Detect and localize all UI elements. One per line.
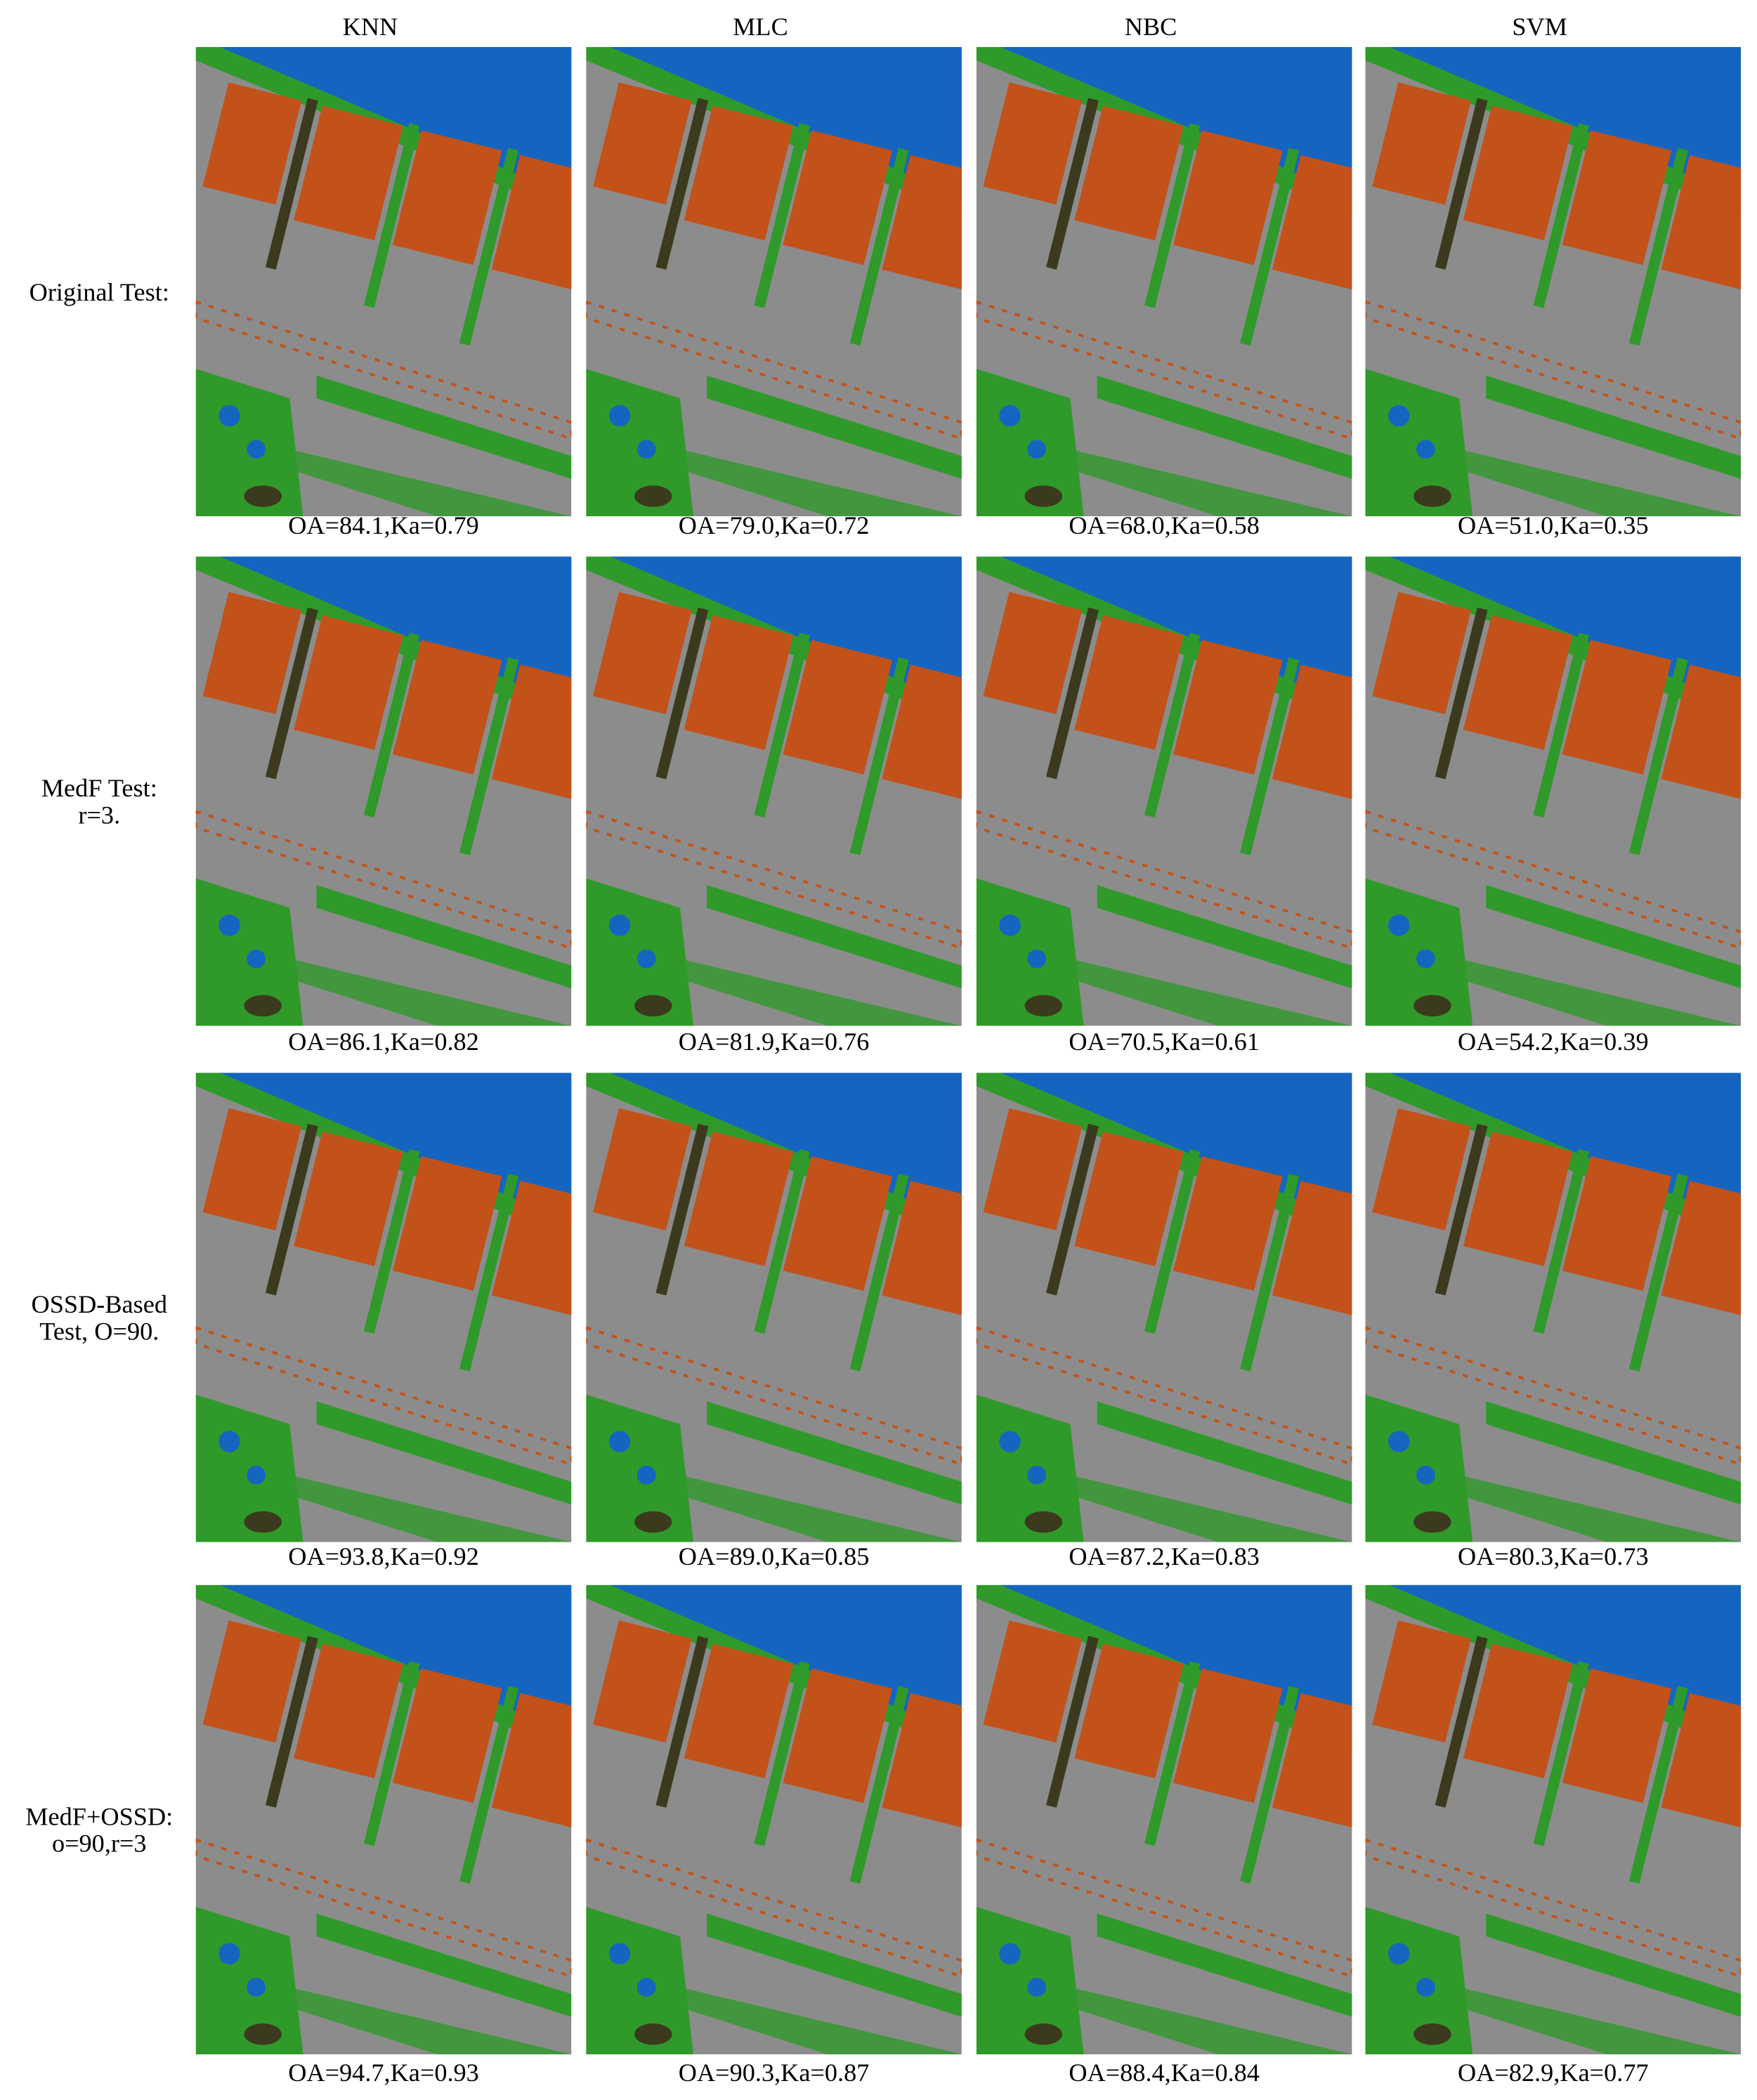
classification-map (1365, 46, 1742, 517)
accuracy-caption: OA=70.5,Ka=0.61 (1069, 1028, 1260, 1056)
classification-map (195, 1584, 572, 2054)
classification-map (195, 1072, 572, 1542)
accuracy-caption: OA=94.7,Ka=0.93 (288, 2059, 479, 2087)
accuracy-caption: OA=90.3,Ka=0.87 (679, 2059, 870, 2087)
column-header: KNN (343, 13, 398, 41)
accuracy-caption: OA=68.0,Ka=0.58 (1069, 511, 1260, 539)
accuracy-caption: OA=84.1,Ka=0.79 (288, 511, 479, 539)
column-header: MLC (733, 13, 788, 41)
accuracy-caption: OA=89.0,Ka=0.85 (679, 1542, 870, 1570)
accuracy-caption: OA=93.8,Ka=0.92 (288, 1542, 479, 1570)
row-label: MedF+OSSD: (25, 1802, 173, 1830)
classification-map (586, 46, 962, 517)
classification-map (586, 1584, 962, 2054)
classification-map (195, 46, 572, 517)
row-label: r=3. (78, 801, 120, 829)
accuracy-caption: OA=54.2,Ka=0.39 (1458, 1028, 1649, 1056)
classification-map (586, 556, 962, 1026)
classification-map (1365, 1072, 1742, 1542)
row-label: o=90,r=3 (52, 1830, 147, 1858)
row-label: MedF Test: (41, 774, 157, 802)
classification-map (976, 1072, 1352, 1542)
row-label: Test, O=90. (39, 1317, 159, 1345)
accuracy-caption: OA=79.0,Ka=0.72 (679, 511, 870, 539)
accuracy-caption: OA=82.9,Ka=0.77 (1458, 2059, 1649, 2087)
accuracy-caption: OA=86.1,Ka=0.82 (288, 1028, 479, 1056)
classification-map (1365, 1584, 1742, 2054)
column-header: SVM (1512, 13, 1567, 41)
accuracy-caption: OA=51.0,Ka=0.35 (1458, 511, 1649, 539)
row-label: Original Test: (30, 278, 169, 306)
column-header: NBC (1125, 13, 1177, 41)
accuracy-caption: OA=88.4,Ka=0.84 (1069, 2059, 1260, 2087)
classification-map (976, 556, 1352, 1026)
classification-map (195, 556, 572, 1026)
accuracy-caption: OA=81.9,Ka=0.76 (679, 1028, 870, 1056)
accuracy-caption: OA=87.2,Ka=0.83 (1069, 1542, 1260, 1570)
classification-map (976, 1584, 1352, 2054)
classification-map (1365, 556, 1742, 1026)
classification-map (586, 1072, 962, 1542)
accuracy-caption: OA=80.3,Ka=0.73 (1458, 1542, 1649, 1570)
row-label: OSSD-Based (32, 1290, 167, 1318)
classification-map (976, 46, 1352, 517)
